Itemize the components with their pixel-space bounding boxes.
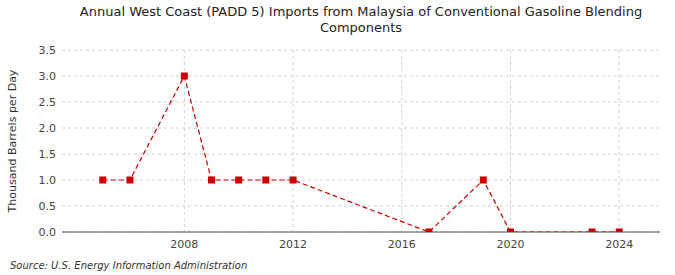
y-tick-label: 0.0 xyxy=(39,226,57,239)
title: Annual West Coast (PADD 5) Imports from … xyxy=(80,4,642,35)
data-point xyxy=(208,177,215,184)
y-grid-line xyxy=(62,50,660,51)
data-point xyxy=(425,229,432,233)
y-tick-label: 2.5 xyxy=(39,96,57,109)
plot-area xyxy=(99,73,622,233)
x-tick-label: 2016 xyxy=(388,238,416,251)
y-tick-label: 0.5 xyxy=(39,200,57,213)
y-axis-label: Thousand Barrels per Day xyxy=(6,69,19,213)
data-point xyxy=(235,177,242,184)
data-point xyxy=(126,177,133,184)
y-tick-label: 1.5 xyxy=(39,148,57,161)
x-tick-label: 2012 xyxy=(279,238,307,251)
data-point xyxy=(99,177,106,184)
data-point xyxy=(181,73,188,80)
y-tick-label: 3.0 xyxy=(39,70,57,83)
data-point xyxy=(262,177,269,184)
y-grid-line xyxy=(62,154,660,155)
source-note: Source: U.S. Energy Information Administ… xyxy=(10,260,247,271)
x-tick-label: 2008 xyxy=(170,238,198,251)
y-grid-line xyxy=(62,128,660,129)
y-tick-label: 3.5 xyxy=(39,44,57,57)
title-line: Components xyxy=(320,20,402,35)
chart-container: Annual West Coast (PADD 5) Imports from … xyxy=(0,0,675,275)
x-grid-line xyxy=(510,50,511,232)
y-grid-line xyxy=(62,180,660,181)
data-point xyxy=(589,229,596,233)
x-tick-label: 2024 xyxy=(605,238,633,251)
data-point xyxy=(480,177,487,184)
data-point xyxy=(290,177,297,184)
x-grid-line xyxy=(293,50,294,232)
data-point xyxy=(616,229,623,233)
series-line xyxy=(103,76,619,232)
x-tick-label: 2020 xyxy=(497,238,525,251)
title-line: Annual West Coast (PADD 5) Imports from … xyxy=(80,4,642,19)
y-grid-line xyxy=(62,102,660,103)
x-grid-line xyxy=(619,50,620,232)
y-tick-label: 2.0 xyxy=(39,122,57,135)
y-grid-line xyxy=(62,206,660,207)
chart: Annual West Coast (PADD 5) Imports from … xyxy=(0,0,675,275)
data-point xyxy=(507,229,514,233)
y-grid-line xyxy=(62,76,660,77)
x-grid-line xyxy=(401,50,402,232)
y-tick-label: 1.0 xyxy=(39,174,57,187)
